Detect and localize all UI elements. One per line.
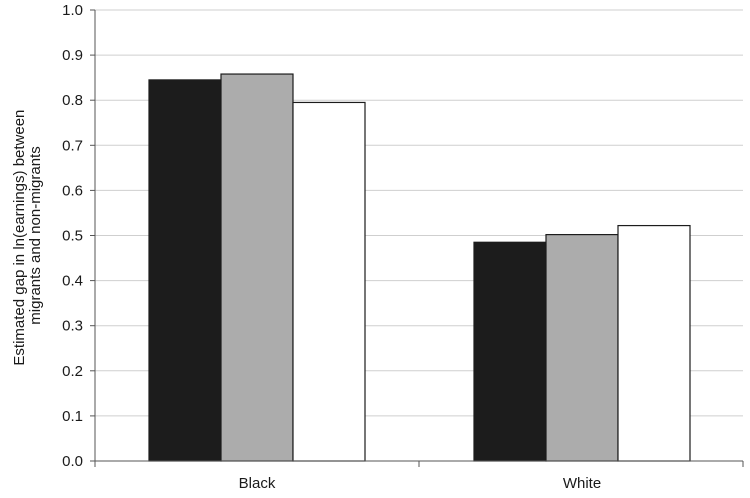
bars [148, 73, 691, 462]
y-tick-label: 0.5 [62, 228, 83, 245]
y-axis-title-text: Estimated gap in ln(earnings) between mi… [11, 105, 44, 365]
bar [545, 233, 619, 462]
y-tick-label: 1.0 [62, 2, 83, 19]
x-tick-label: White [563, 475, 601, 492]
y-tick-label: 0.1 [62, 408, 83, 425]
bar [292, 101, 366, 462]
y-tick-label: 0.0 [62, 453, 83, 470]
x-tick-label: Black [239, 475, 276, 492]
y-tick-label: 0.2 [62, 363, 83, 380]
y-tick-label: 0.7 [62, 137, 83, 154]
y-tick-label: 0.3 [62, 318, 83, 335]
y-axis-title-line-2: migrants and non-migrants [27, 146, 44, 324]
bar [220, 73, 294, 462]
y-axis-title-line-1: Estimated gap in ln(earnings) between [11, 110, 28, 366]
bar [148, 79, 222, 462]
y-tick-label: 0.4 [62, 273, 83, 290]
y-axis-title: Estimated gap in ln(earnings) between mi… [11, 105, 44, 366]
y-tick-label: 0.8 [62, 92, 83, 109]
y-tick-label: 0.9 [62, 47, 83, 64]
tick-labels: 0.0 0.1 0.2 0.3 0.4 0.5 0.6 0.7 0.8 0.9 1.0 Black Wh… [62, 2, 744, 492]
bar [473, 241, 547, 462]
bar [617, 224, 691, 462]
y-tick-label: 0.6 [62, 182, 83, 199]
